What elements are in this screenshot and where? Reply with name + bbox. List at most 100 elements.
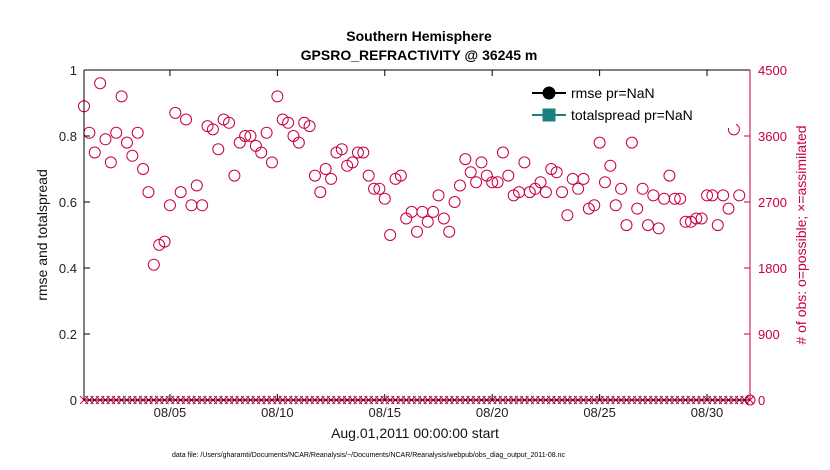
y2-tick-label: 2700 [758, 195, 787, 210]
obs-possible-point [292, 136, 305, 149]
obs-possible-point [470, 176, 483, 189]
obs-possible-point [196, 199, 209, 212]
x-tick-label: 08/30 [691, 405, 724, 420]
obs-possible-point [717, 189, 730, 202]
y-tick-label: 0 [70, 393, 77, 408]
y2-tick-label: 3600 [758, 129, 787, 144]
obs-possible-point [593, 136, 606, 149]
obs-possible-point [502, 169, 515, 182]
obs-possible-point [314, 186, 327, 199]
obs-possible-point [169, 106, 182, 119]
y2-tick-label: 1800 [758, 261, 787, 276]
obs-possible-point [690, 212, 703, 225]
y-axis-label: rmse and totalspread [34, 169, 50, 301]
obs-possible-point [325, 172, 338, 185]
obs-possible-point [663, 169, 676, 182]
obs-possible-point [427, 205, 440, 218]
y-tick-label: 1 [70, 63, 77, 78]
obs-possible-point [94, 77, 107, 90]
obs-possible-point [539, 186, 552, 199]
obs-possible-point [223, 116, 236, 129]
tick-layer: 08/05 08/10 08/15 08/20 08/25 08/30 0 0.2 0.4 0.6… [59, 63, 787, 420]
obs-possible-point [373, 182, 386, 195]
obs-possible-point [282, 116, 295, 129]
obs-possible-point [99, 133, 112, 146]
obs-possible-point [357, 146, 370, 159]
chart-title: Southern Hemisphere [346, 28, 492, 44]
obs-possible-point [652, 222, 665, 235]
y2-tick-label: 4500 [758, 63, 787, 78]
obs-possible-point [625, 136, 638, 149]
obs-possible-point [674, 192, 687, 205]
obs-possible-point [378, 192, 391, 205]
obs-possible-point [534, 176, 547, 189]
legend-rmse-marker [542, 86, 556, 100]
obs-possible-point [158, 235, 171, 248]
obs-possible-point [588, 199, 601, 212]
obs-possible-point [303, 120, 316, 133]
obs-possible-point [448, 196, 461, 208]
x-tick-label: 08/05 [154, 405, 187, 420]
obs-possible-point [572, 182, 585, 195]
obs-possible-point [239, 130, 252, 142]
obs-possible-point [604, 159, 617, 172]
obs-possible-point [421, 215, 434, 228]
obs-possible-point [190, 179, 203, 192]
obs-possible-point [174, 186, 187, 199]
obs-possible-point [609, 199, 622, 212]
obs-possible-point [206, 123, 219, 136]
obs-possible-point [163, 199, 176, 212]
obs-possible-point [443, 225, 456, 238]
legend-spread-marker [542, 108, 556, 122]
obs-possible-point [351, 146, 364, 159]
obs-possible-point [641, 219, 654, 232]
obs-possible-point [271, 90, 284, 103]
obs-possible-point [137, 163, 150, 175]
obs-possible-point [260, 126, 273, 139]
y-tick-label: 0.6 [59, 195, 77, 210]
x-tick-label: 08/25 [583, 405, 616, 420]
obs-possible-point [384, 229, 397, 241]
obs-possible-point [491, 176, 504, 189]
obs-possible-point [110, 126, 123, 139]
obs-possible-point [319, 163, 332, 175]
obs-possible-point [561, 209, 574, 222]
obs-possible-point [368, 182, 381, 195]
obs-possible-point [486, 176, 499, 189]
obs-possible-point [722, 202, 735, 215]
chart-subtitle: GPSRO_REFRACTIVITY @ 36245 m [301, 47, 538, 63]
obs-possible-point [475, 156, 488, 169]
obs-possible-point [244, 130, 257, 142]
x-tick-label: 08/10 [261, 405, 294, 420]
obs-possible-point [701, 189, 714, 202]
legend: rmse pr=NaN totalspread pr=NaN [528, 84, 736, 128]
data-file-footnote: data file: /Users/gharamti/Documents/NCA… [172, 452, 566, 459]
obs-possible-point [335, 143, 348, 156]
x-axis-label: Aug.01,2011 00:00:00 start [331, 425, 499, 441]
obs-possible-point [142, 186, 155, 199]
y-tick-label: 0.4 [59, 261, 77, 276]
obs-possible-point [120, 136, 133, 149]
obs-possible-point [464, 166, 477, 179]
obs-possible-point [598, 176, 611, 189]
obs-possible-point [228, 169, 241, 182]
obs-possible-point [733, 189, 746, 202]
y2-tick-label: 0 [758, 393, 765, 408]
obs-possible-point [577, 172, 590, 185]
obs-possible-point [679, 215, 692, 228]
obs-possible-point [346, 156, 359, 169]
obs-possible-point [255, 146, 268, 159]
obs-possible-point [711, 219, 724, 232]
obs-possible-point [631, 202, 644, 215]
obs-possible-point [432, 189, 445, 202]
obs-possible-point [695, 212, 708, 225]
obs-possible-point [104, 156, 117, 169]
obs-possible-point [437, 212, 450, 225]
legend-box [528, 84, 736, 128]
y-tick-label: 0.2 [59, 327, 77, 342]
obs-possible-point [362, 169, 375, 182]
obs-possible-point [620, 219, 633, 232]
y2-axis-label: # of obs: o=possible; ×=assimilated [793, 125, 809, 344]
obs-possible-point [308, 169, 321, 182]
x-tick-label: 08/15 [369, 405, 402, 420]
